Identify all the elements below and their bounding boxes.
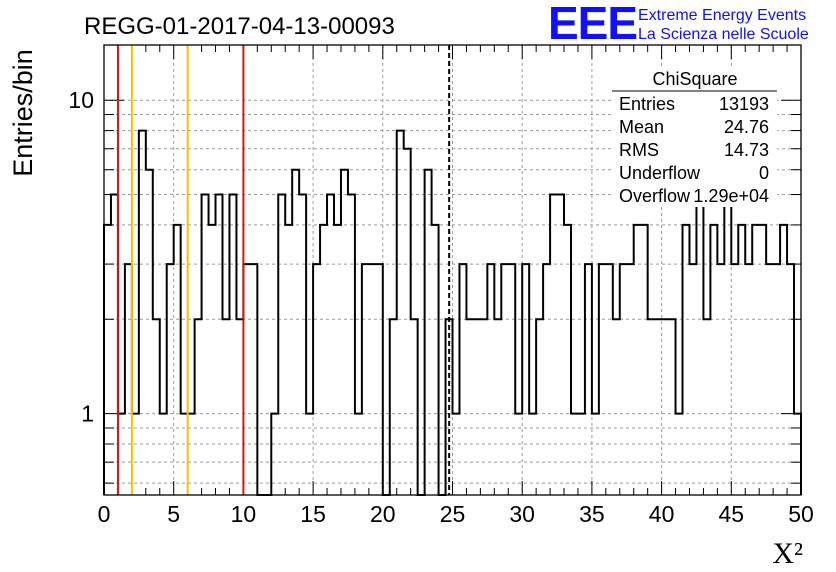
stats-box: ChiSquare Entries 13193 Mean 24.76 RMS 1… — [612, 67, 777, 207]
stats-label-mean: Mean — [619, 117, 664, 137]
x-tick-label: 5 — [167, 501, 180, 527]
y-tick-label: 1 — [81, 401, 94, 427]
logo-line-1: Extreme Energy Events — [638, 7, 806, 24]
x-tick-label: 50 — [788, 501, 814, 527]
stats-value-underflow: 0 — [759, 163, 769, 183]
stats-label-entries: Entries — [619, 94, 675, 114]
x-tick-label: 15 — [300, 501, 326, 527]
y-axis-label: Entries/bin — [8, 49, 38, 177]
logo-line-2: La Scienza nelle Scuole — [638, 26, 809, 43]
stats-title: ChiSquare — [652, 69, 737, 89]
plot-frame — [103, 44, 802, 496]
stats-value-mean: 24.76 — [724, 117, 769, 137]
x-tick-label: 30 — [509, 501, 535, 527]
x-tick-label: 25 — [440, 501, 466, 527]
x-axis-label: X² — [772, 537, 803, 570]
histogram-layer — [103, 129, 802, 496]
tick-labels-layer: 0 5 10 15 20 25 30 35 40 45 50 1 10 — [68, 87, 813, 527]
stats-label-overflow: Overflow — [619, 186, 691, 206]
eee-logo: EEE — [548, 0, 637, 49]
vertical-lines-layer — [116, 45, 451, 495]
x-tick-label: 0 — [98, 501, 111, 527]
x-tick-label: 35 — [579, 501, 605, 527]
y-tick-label: 10 — [68, 87, 94, 113]
chart-title: REGG-01-2017-04-13-00093 — [84, 13, 395, 40]
x-tick-label: 40 — [649, 501, 675, 527]
x-tick-label: 20 — [370, 501, 396, 527]
stats-box-background — [612, 67, 777, 207]
stats-label-rms: RMS — [619, 140, 659, 160]
x-tick-label: 45 — [719, 501, 745, 527]
histogram-outline — [103, 129, 802, 496]
stats-label-underflow: Underflow — [619, 163, 701, 183]
x-tick-label: 10 — [231, 501, 257, 527]
stats-value-entries: 13193 — [719, 94, 769, 114]
stats-value-rms: 14.73 — [724, 140, 769, 160]
stats-value-overflow: 1.29e+04 — [693, 186, 769, 206]
